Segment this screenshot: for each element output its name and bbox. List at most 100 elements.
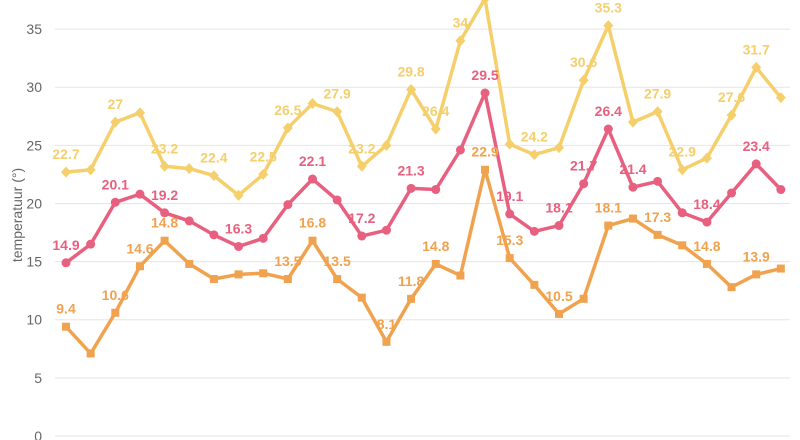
data-point-max[interactable] [282, 122, 293, 134]
data-point-min[interactable] [653, 230, 662, 239]
data-point-avg[interactable] [258, 233, 268, 243]
data-point-max[interactable] [110, 116, 121, 128]
data-point-max[interactable] [677, 164, 688, 176]
data-point-avg[interactable] [431, 185, 441, 195]
data-point-avg[interactable] [480, 88, 490, 98]
data-point-avg[interactable] [110, 197, 120, 207]
data-point-avg[interactable] [554, 221, 564, 231]
data-point-avg[interactable] [776, 185, 786, 195]
data-point-min[interactable] [727, 283, 736, 292]
data-point-min[interactable] [333, 275, 342, 284]
data-point-min[interactable] [702, 259, 711, 268]
data-point-avg[interactable] [677, 208, 687, 218]
data-label-max: 22.4 [200, 150, 227, 166]
data-point-avg[interactable] [751, 159, 761, 169]
data-point-min[interactable] [579, 294, 588, 303]
data-point-min[interactable] [283, 275, 292, 284]
data-point-avg[interactable] [160, 208, 170, 218]
data-point-avg[interactable] [209, 230, 219, 240]
data-point-avg[interactable] [579, 179, 589, 189]
data-point-min[interactable] [678, 241, 687, 250]
data-point-min[interactable] [209, 275, 218, 284]
data-point-avg[interactable] [86, 239, 96, 249]
data-point-min[interactable] [456, 271, 465, 280]
data-point-min[interactable] [357, 293, 366, 302]
data-point-avg[interactable] [308, 174, 317, 184]
data-point-min[interactable] [234, 270, 243, 279]
data-point-min[interactable] [62, 322, 70, 331]
data-label-avg: 21.7 [570, 158, 597, 174]
data-point-min[interactable] [308, 236, 317, 245]
data-point-avg[interactable] [381, 225, 391, 235]
data-point-max[interactable] [775, 92, 786, 104]
data-point-min[interactable] [555, 309, 563, 318]
data-label-min: 10.5 [545, 288, 572, 304]
data-point-avg[interactable] [234, 241, 244, 251]
data-point-avg[interactable] [628, 182, 638, 192]
data-point-avg[interactable] [135, 189, 145, 199]
data-point-max[interactable] [529, 149, 540, 161]
data-point-max[interactable] [701, 152, 712, 164]
data-point-max[interactable] [184, 163, 195, 175]
data-point-min[interactable] [776, 264, 785, 273]
data-label-min: 14.8 [693, 238, 720, 254]
data-point-max[interactable] [332, 106, 343, 118]
data-point-avg[interactable] [505, 209, 515, 219]
data-point-max[interactable] [751, 61, 762, 73]
data-point-max[interactable] [455, 35, 466, 47]
data-point-max[interactable] [603, 20, 614, 32]
data-point-min[interactable] [160, 236, 169, 245]
data-point-max[interactable] [233, 189, 244, 201]
data-point-min[interactable] [86, 349, 95, 358]
data-point-avg[interactable] [61, 258, 71, 268]
data-point-max[interactable] [208, 170, 219, 182]
data-point-min[interactable] [505, 254, 514, 263]
data-point-avg[interactable] [283, 200, 293, 210]
data-point-max[interactable] [627, 116, 638, 128]
data-point-min[interactable] [135, 262, 144, 271]
data-point-avg[interactable] [727, 188, 737, 198]
data-point-avg[interactable] [357, 231, 367, 241]
data-point-min[interactable] [530, 280, 539, 289]
data-point-min[interactable] [628, 214, 637, 223]
data-point-min[interactable] [407, 294, 416, 303]
data-point-min[interactable] [259, 269, 268, 278]
data-label-min: 22.9 [471, 144, 498, 160]
data-point-min[interactable] [604, 221, 613, 230]
y-tick-label: 5 [34, 370, 42, 386]
data-point-max[interactable] [504, 138, 515, 150]
data-point-max[interactable] [578, 74, 589, 86]
data-point-max[interactable] [258, 168, 269, 180]
data-point-avg[interactable] [702, 217, 712, 227]
data-point-avg[interactable] [184, 216, 194, 226]
data-point-avg[interactable] [406, 183, 416, 193]
data-point-max[interactable] [652, 106, 663, 118]
data-label-max: 27.9 [644, 86, 671, 102]
data-point-max[interactable] [85, 164, 96, 176]
data-point-max[interactable] [726, 109, 737, 121]
data-label-max: 27.6 [718, 89, 745, 105]
data-point-max[interactable] [480, 0, 490, 5]
data-point-max[interactable] [356, 160, 367, 172]
data-label-avg: 21.3 [397, 162, 424, 178]
data-point-min[interactable] [481, 165, 490, 174]
data-point-min[interactable] [431, 259, 440, 268]
data-point-min[interactable] [752, 270, 761, 279]
data-point-min[interactable] [111, 308, 120, 317]
data-point-max[interactable] [307, 97, 318, 109]
data-point-min[interactable] [382, 337, 391, 346]
data-point-avg[interactable] [653, 176, 663, 186]
data-point-max[interactable] [406, 84, 417, 96]
data-label-max: 27.9 [324, 86, 351, 102]
data-point-avg[interactable] [332, 195, 342, 205]
data-point-max[interactable] [61, 166, 71, 178]
data-point-max[interactable] [554, 142, 564, 154]
data-point-avg[interactable] [603, 124, 613, 134]
data-point-min[interactable] [185, 259, 194, 268]
data-point-avg[interactable] [529, 226, 539, 236]
data-point-max[interactable] [134, 107, 145, 119]
data-point-max[interactable] [159, 160, 170, 172]
data-point-max[interactable] [430, 123, 441, 135]
data-point-max[interactable] [381, 139, 392, 151]
data-point-avg[interactable] [455, 145, 465, 155]
